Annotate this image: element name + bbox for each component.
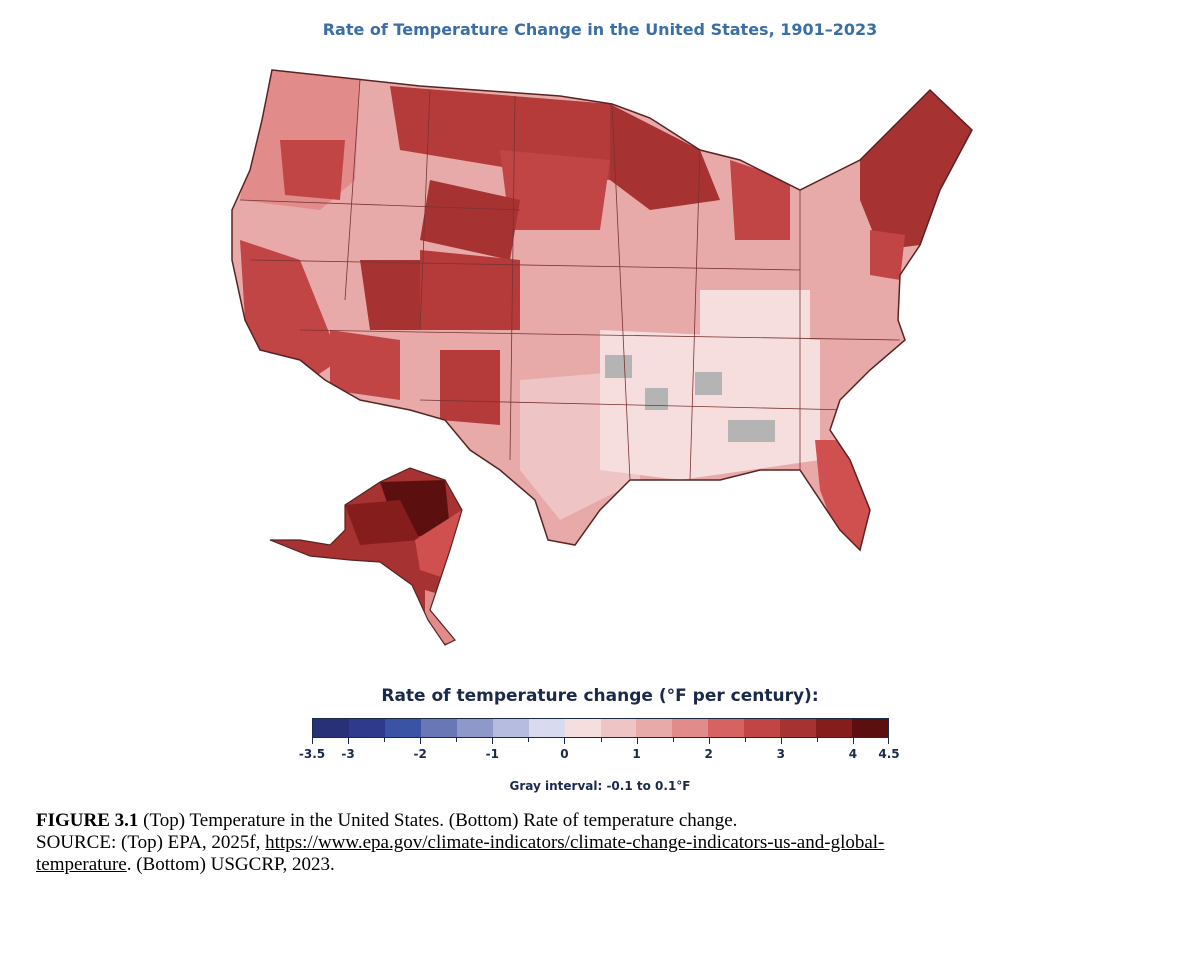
legend-ticks	[312, 738, 889, 746]
figure-label: FIGURE 3.1	[36, 810, 139, 831]
legend-swatch	[384, 719, 421, 737]
legend-swatch	[672, 719, 709, 737]
legend-tick	[888, 738, 889, 744]
legend-tick	[492, 738, 494, 744]
legend-minor-tick	[672, 738, 674, 742]
legend-minor-tick	[816, 738, 818, 742]
figure-caption: FIGURE 3.1 (Top) Temperature in the Unit…	[36, 810, 1156, 876]
legend-color-bar	[312, 718, 889, 738]
legend-tick	[348, 738, 350, 744]
legend-tick	[780, 738, 782, 744]
legend-swatch	[600, 719, 637, 737]
gray-interval-note: Gray interval: -0.1 to 0.1°F	[509, 779, 691, 793]
legend-tick-label: 2	[704, 747, 713, 761]
map-title: Rate of Temperature Change in the United…	[322, 20, 878, 39]
legend-swatch	[636, 719, 673, 737]
legend-tick-label: 3	[776, 747, 785, 761]
state-boundaries	[239, 79, 901, 481]
legend-tick	[636, 738, 638, 744]
legend-tick	[852, 738, 854, 744]
source-prefix: SOURCE: (Top) EPA, 2025f,	[36, 832, 266, 853]
legend-tick-label: -2	[413, 747, 427, 761]
legend-tick	[420, 738, 422, 744]
legend-swatch	[313, 719, 349, 737]
legend-swatch	[492, 719, 529, 737]
legend-tick-label: 4.5	[878, 747, 900, 761]
caption-text: (Top) Temperature in the United States. …	[138, 810, 738, 831]
legend-minor-tick	[384, 738, 386, 742]
legend-swatch	[348, 719, 385, 737]
legend-tick-label: 1	[632, 747, 641, 761]
legend-swatch	[744, 719, 781, 737]
legend-swatch	[852, 719, 888, 737]
source-url-link[interactable]: https://www.epa.gov/climate-indicators/c…	[265, 832, 885, 853]
legend-title: Rate of temperature change (°F per centu…	[381, 686, 819, 706]
legend-minor-tick	[456, 738, 458, 742]
legend-minor-tick	[600, 738, 602, 742]
legend-swatch	[456, 719, 493, 737]
legend-swatch	[564, 719, 601, 737]
caption-line-1: FIGURE 3.1 (Top) Temperature in the Unit…	[36, 810, 1156, 832]
legend-swatch	[528, 719, 565, 737]
legend-tick-label: -3	[341, 747, 355, 761]
source-suffix: . (Bottom) USGCRP, 2023.	[126, 854, 335, 875]
legend-minor-tick	[528, 738, 530, 742]
source-url-link-cont[interactable]: temperature	[36, 854, 127, 875]
legend-tick	[312, 738, 313, 744]
conus-regions	[232, 70, 972, 550]
alaska	[270, 468, 462, 645]
alaska-outline	[269, 467, 463, 646]
legend-swatch	[816, 719, 853, 737]
legend-tick-label: 0	[560, 747, 569, 761]
legend-swatch	[708, 719, 745, 737]
caption-source-cont: temperature. (Bottom) USGCRP, 2023.	[36, 854, 1156, 876]
legend-minor-tick	[744, 738, 746, 742]
conus-outline	[231, 69, 973, 552]
legend-tick-label: -1	[485, 747, 499, 761]
legend-swatch	[420, 719, 457, 737]
legend-tick	[564, 738, 566, 744]
caption-source: SOURCE: (Top) EPA, 2025f, https://www.ep…	[36, 832, 1156, 854]
legend-swatch	[780, 719, 817, 737]
legend-tick	[708, 738, 710, 744]
legend-tick-labels: -3.5 -3 -2 -1 0 1 2 3 4 4.5	[299, 747, 900, 765]
legend-tick-label: 4	[848, 747, 858, 761]
legend-tick-label: -3.5	[298, 747, 326, 761]
